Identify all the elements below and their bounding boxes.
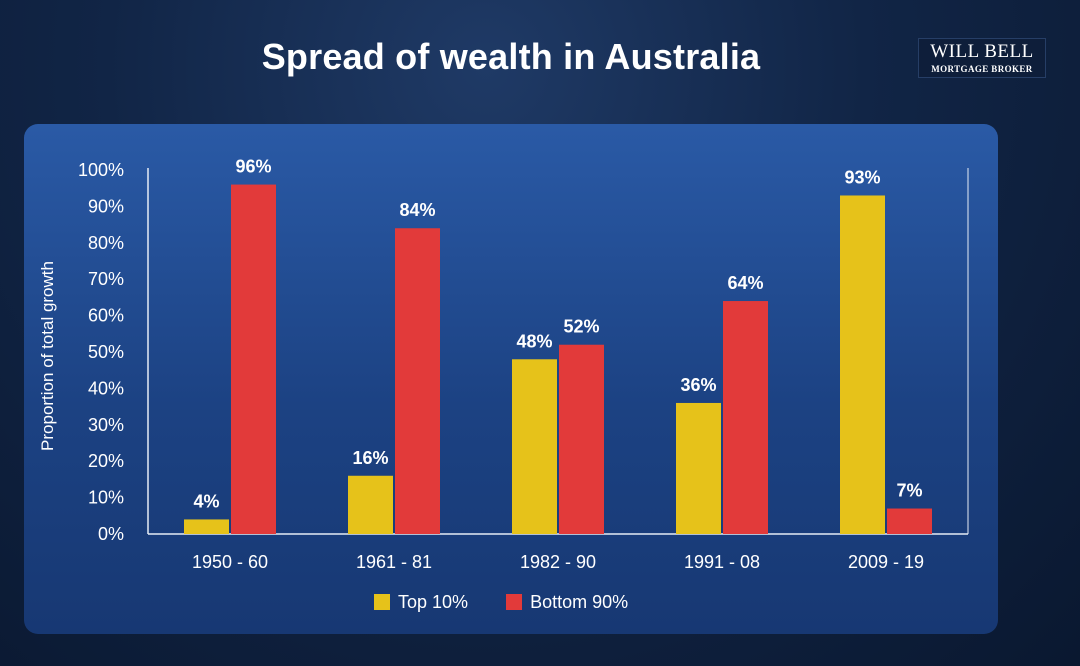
x-tick-label: 1961 - 81 [356, 552, 432, 572]
data-label-top10: 16% [352, 448, 388, 468]
chart-title: Spread of wealth in Australia [261, 36, 761, 77]
bar-top10 [184, 519, 229, 534]
data-label-bottom90: 7% [896, 481, 922, 501]
chart-panel [24, 124, 998, 634]
logo-subtitle: MORTGAGE BROKER [931, 64, 1033, 74]
legend-label-bottom90: Bottom 90% [530, 591, 629, 612]
y-tick-label: 90% [88, 196, 124, 216]
x-tick-label: 2009 - 19 [848, 552, 924, 572]
bar-top10 [512, 359, 557, 534]
y-tick-label: 50% [88, 342, 124, 362]
y-axis-title: Proportion of total growth [38, 261, 57, 451]
data-label-bottom90: 84% [399, 200, 435, 220]
y-tick-label: 100% [78, 160, 124, 180]
bar-bottom90 [231, 184, 276, 534]
bar-top10 [840, 195, 885, 535]
bar-bottom90 [559, 344, 604, 534]
x-tick-label: 1991 - 08 [684, 552, 760, 572]
bar-top10 [348, 475, 393, 534]
legend-item-bottom90: Bottom 90% [506, 592, 628, 613]
data-label-top10: 36% [680, 375, 716, 395]
y-tick-label: 40% [88, 378, 124, 398]
brand-logo: WILL BELL MORTGAGE BROKER [918, 38, 1046, 78]
bar-bottom90 [723, 301, 768, 534]
data-label-top10: 4% [193, 491, 219, 511]
y-tick-label: 70% [88, 269, 124, 289]
x-tick-label: 1982 - 90 [520, 552, 596, 572]
x-tick-label: 1950 - 60 [192, 552, 268, 572]
chart-legend: Top 10% Bottom 90% [374, 590, 666, 614]
logo-name: WILL BELL [930, 41, 1034, 62]
y-tick-label: 60% [88, 306, 124, 326]
legend-item-top10: Top 10% [374, 592, 468, 613]
data-label-bottom90: 96% [235, 157, 271, 177]
y-tick-label: 80% [88, 233, 124, 253]
legend-swatch-bottom90 [506, 594, 523, 610]
data-label-top10: 48% [516, 331, 552, 351]
legend-label-top10: Top 10% [398, 591, 469, 612]
y-tick-label: 30% [88, 415, 124, 435]
y-tick-label: 10% [88, 488, 124, 508]
y-tick-label: 0% [98, 524, 124, 544]
legend-swatch-top10 [374, 594, 390, 610]
data-label-bottom90: 64% [727, 273, 763, 293]
y-tick-label: 20% [88, 451, 124, 471]
data-label-bottom90: 52% [563, 317, 599, 337]
bar-bottom90 [887, 508, 932, 534]
data-label-top10: 93% [844, 167, 880, 187]
bar-bottom90 [395, 228, 440, 535]
bar-top10 [676, 402, 721, 534]
